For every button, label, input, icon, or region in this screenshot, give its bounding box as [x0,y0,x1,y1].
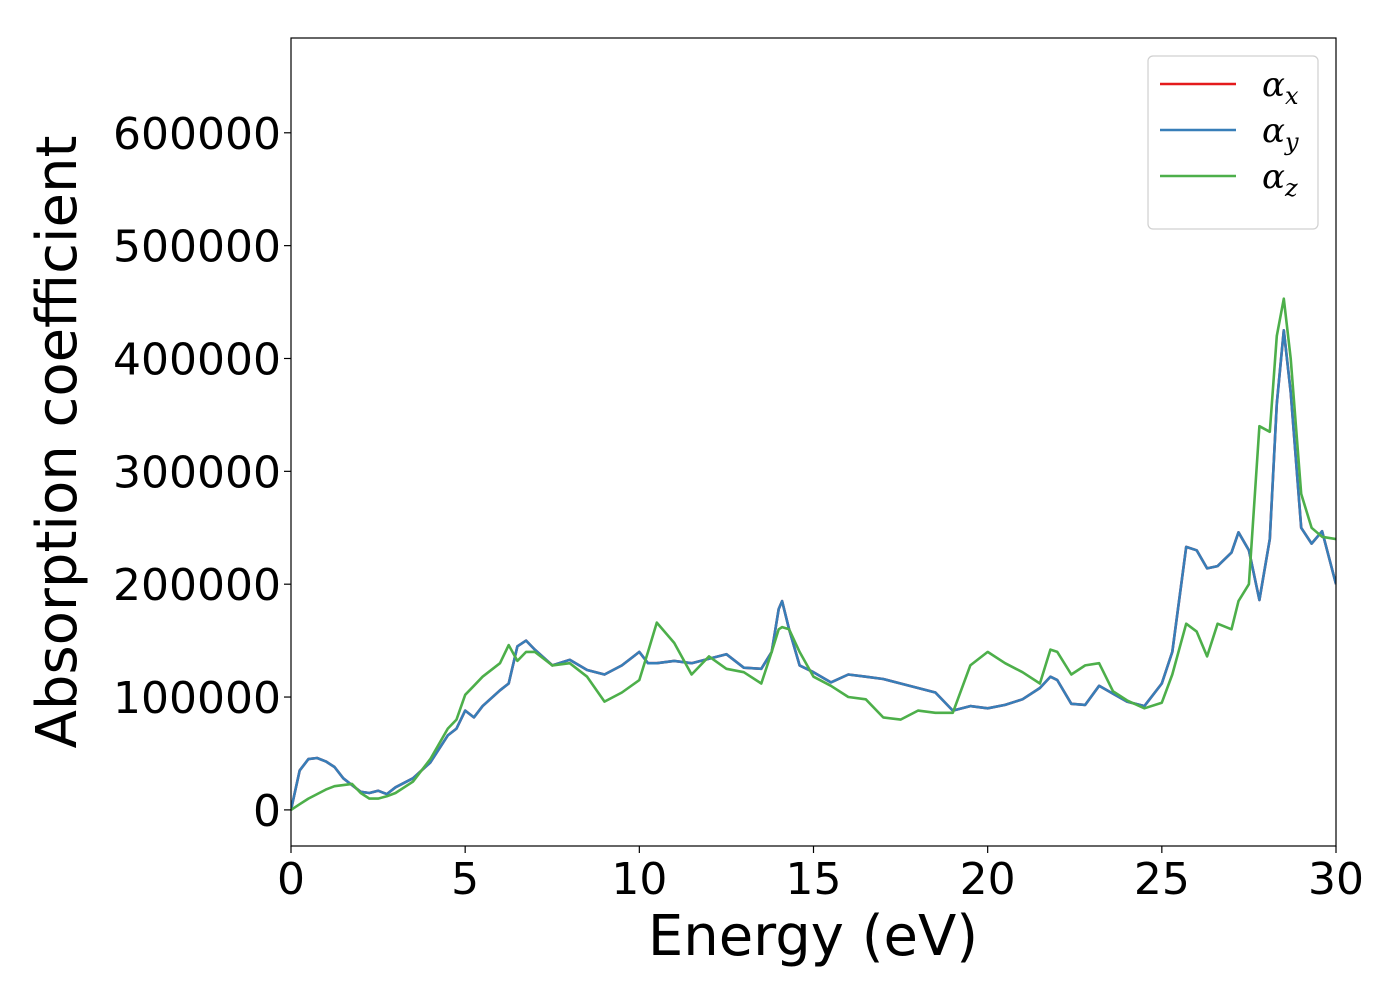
x-tick-label: 5 [451,854,479,905]
x-tick-label: 20 [960,854,1016,905]
y-tick-label: 100000 [113,673,281,724]
y-axis-label: Absorption coefficient [25,136,90,749]
legend-label: αy [1262,111,1299,156]
x-tick-label: 25 [1134,854,1190,905]
y-tick-label: 600000 [113,109,281,160]
series-line [291,297,1336,811]
legend-label: αx [1262,65,1299,110]
x-axis-label: Energy (eV) [648,904,978,969]
legend-box [1147,55,1319,230]
legend-label: αz [1262,157,1298,202]
y-tick-label: 500000 [113,222,281,273]
y-tick-label: 300000 [113,447,281,498]
x-tick-label: 30 [1308,854,1364,905]
y-tick-label: 0 [253,786,281,837]
y-tick-label: 200000 [113,560,281,611]
x-tick-label: 10 [611,854,667,905]
series-line [291,329,1336,811]
x-tick-label: 15 [786,854,842,905]
y-tick-label: 400000 [113,334,281,385]
plot-area [291,297,1336,811]
x-tick-label: 0 [277,854,305,905]
plot-frame [290,37,1337,847]
series-line [291,329,1336,811]
